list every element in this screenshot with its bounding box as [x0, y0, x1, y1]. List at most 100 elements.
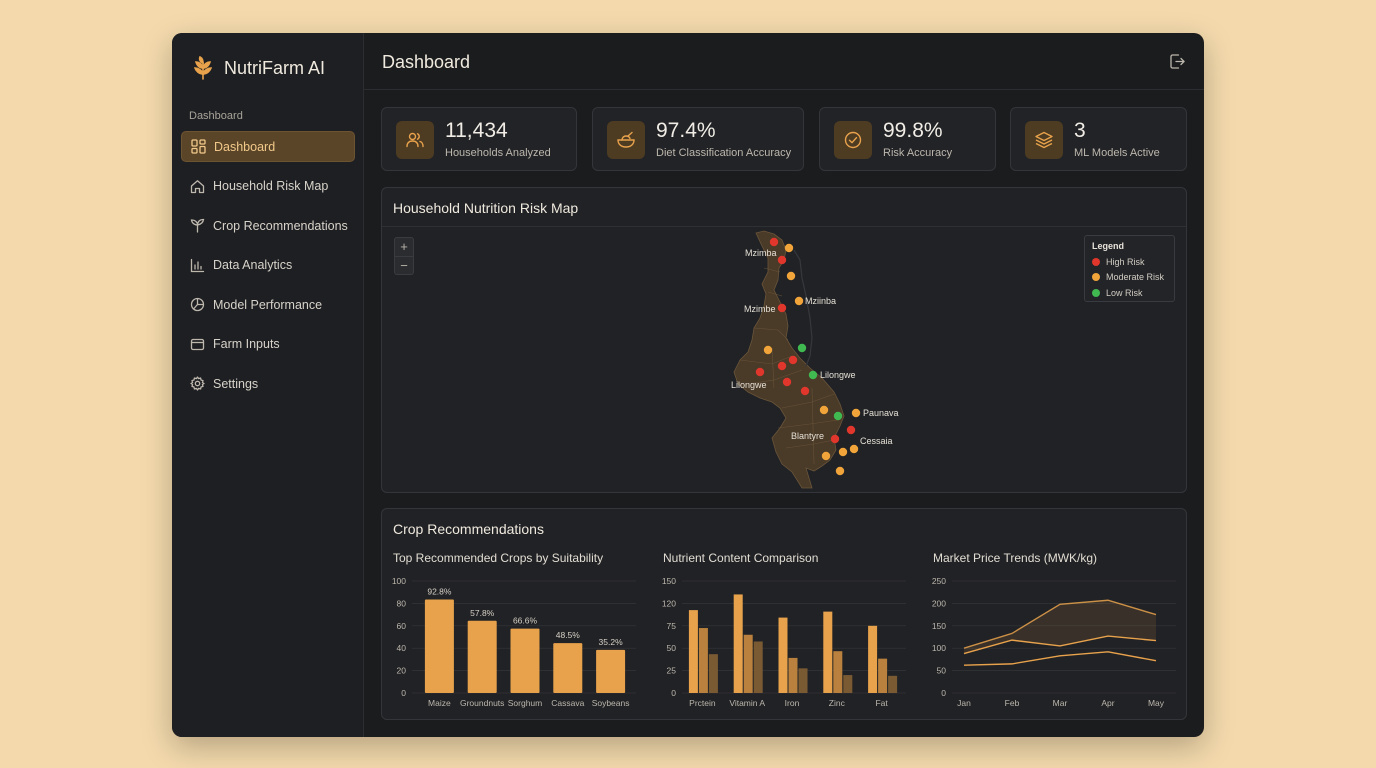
layers-icon — [1035, 131, 1053, 149]
zoom-separator — [395, 256, 413, 257]
city-label: Lilongwe — [731, 380, 767, 390]
city-label: Lilongwe — [820, 370, 856, 380]
bar-zinc-s0 — [823, 611, 833, 693]
x-tick-label: Prctein — [689, 698, 716, 708]
brand[interactable]: NutriFarm AI — [190, 55, 325, 81]
x-tick-label: Jan — [957, 698, 971, 708]
bar-chart-icon — [190, 258, 205, 272]
country-map[interactable]: Mzimba Mziinba Mzimbe Lilongwe Lilongwe … — [382, 188, 1188, 494]
risk-point-high — [788, 355, 798, 365]
stat-label: Diet Classification Accuracy — [656, 147, 792, 159]
x-tick-label: Fat — [875, 698, 888, 708]
risk-point-high — [777, 303, 787, 313]
stat-label: Risk Accuracy — [883, 147, 953, 159]
bar-zinc-s1 — [833, 651, 843, 693]
y-tick-label: 100 — [392, 576, 406, 586]
stat-card-households[interactable]: 11,434 Households Analyzed — [381, 107, 577, 171]
bar-fat-s1 — [878, 658, 888, 693]
y-tick-label: 75 — [667, 621, 677, 631]
risk-point-high — [830, 434, 840, 444]
crop-recommendations-panel: Crop Recommendations Top Recommended Cro… — [381, 508, 1187, 720]
bar-vitamin-a-s0 — [733, 594, 743, 693]
stat-label: ML Models Active — [1074, 147, 1160, 159]
top-bar: Dashboard — [364, 33, 1204, 90]
bar-prctein-s1 — [698, 628, 708, 693]
risk-point-high — [846, 425, 856, 435]
x-tick-label: Sorghum — [508, 698, 543, 708]
bar-fat-s0 — [868, 625, 878, 693]
sidebar-item-data-analytics[interactable]: Data Analytics — [181, 250, 355, 281]
sidebar-item-dashboard[interactable]: Dashboard — [181, 131, 355, 162]
risk-point-moderate — [838, 447, 848, 457]
risk-point-moderate — [786, 271, 796, 281]
bar-maize — [424, 599, 454, 693]
x-tick-label: Zinc — [829, 698, 846, 708]
logout-button[interactable] — [1169, 53, 1186, 75]
sidebar-item-model-performance[interactable]: Model Performance — [181, 289, 355, 320]
x-tick-label: Groundnuts — [460, 698, 504, 708]
city-label: Cessaia — [860, 436, 893, 446]
stat-card-ml-models[interactable]: 3 ML Models Active — [1010, 107, 1187, 171]
risk-point-moderate — [819, 405, 829, 415]
legend-dot-low — [1092, 288, 1100, 297]
stat-card-risk-accuracy[interactable]: 99.8% Risk Accuracy — [819, 107, 996, 171]
sidebar: NutriFarm AI Dashboard Dashboard Househo… — [172, 33, 364, 737]
y-tick-label: 0 — [671, 688, 676, 698]
legend-label: Moderate Risk — [1106, 272, 1165, 283]
y-tick-label: 100 — [932, 643, 946, 653]
risk-point-high — [769, 237, 779, 247]
bowl-icon — [617, 131, 635, 148]
y-tick-label: 0 — [401, 688, 406, 698]
bar-data-label: 35.2% — [599, 637, 624, 647]
y-tick-label: 50 — [667, 643, 677, 653]
legend-label: Low Risk — [1106, 287, 1143, 298]
home-icon — [190, 179, 205, 193]
stat-icon-box — [1025, 121, 1063, 159]
zoom-out-button[interactable]: − — [400, 258, 408, 273]
legend-dot-high — [1092, 257, 1100, 266]
y-tick-label: 0 — [941, 688, 946, 698]
bar-prctein-s0 — [688, 610, 698, 693]
x-tick-label: Maize — [428, 698, 451, 708]
y-tick-label: 250 — [932, 576, 946, 586]
zoom-in-button[interactable]: + — [400, 239, 408, 254]
price-line-1 — [963, 635, 1157, 655]
sidebar-item-label: Dashboard — [214, 139, 276, 154]
risk-point-high — [782, 377, 792, 387]
chart-title-price: Market Price Trends (MWK/kg) — [933, 551, 1098, 565]
y-tick-label: 60 — [397, 621, 407, 631]
price-line-chart: 0 50 100 150 200 250 Jan Feb Mar Apr May — [932, 576, 1176, 708]
stat-value: 3 — [1074, 119, 1086, 142]
bar-prctein-s2 — [708, 654, 718, 693]
risk-point-moderate — [763, 345, 773, 355]
sidebar-item-label: Farm Inputs — [213, 337, 280, 351]
sidebar-item-farm-inputs[interactable]: Farm Inputs — [181, 329, 355, 360]
logout-icon — [1170, 54, 1185, 69]
legend-item-moderate: Moderate Risk — [1092, 270, 1167, 286]
stat-value: 99.8% — [883, 119, 943, 142]
y-tick-label: 20 — [397, 666, 407, 676]
bar-data-label: 48.5% — [556, 630, 581, 640]
stat-label: Households Analyzed — [445, 147, 551, 159]
x-tick-label: Vitamin A — [729, 698, 765, 708]
stat-card-diet-accuracy[interactable]: 97.4% Diet Classification Accuracy — [592, 107, 804, 171]
bar-sorghum — [510, 628, 540, 693]
sidebar-item-crop-recommendations[interactable]: Crop Recommendations — [181, 210, 355, 241]
risk-point-high — [777, 361, 787, 371]
check-circle-icon — [844, 131, 862, 149]
city-label: Mzimbe — [744, 304, 776, 314]
stat-icon-box — [607, 121, 645, 159]
y-tick-label: 50 — [937, 666, 947, 676]
x-tick-label: Apr — [1101, 698, 1114, 708]
y-tick-label: 80 — [397, 598, 407, 608]
map-divider — [382, 226, 1186, 227]
sidebar-item-settings[interactable]: Settings — [181, 368, 355, 399]
risk-points — [755, 237, 861, 476]
bar-fat-s2 — [888, 675, 898, 693]
sidebar-item-label: Data Analytics — [213, 258, 293, 272]
bar-data-label: 92.8% — [427, 586, 452, 596]
zoom-control: + − — [394, 237, 414, 275]
users-icon — [406, 132, 424, 148]
sidebar-item-household-risk-map[interactable]: Household Risk Map — [181, 171, 355, 202]
chart-title-nutrient: Nutrient Content Comparison — [663, 551, 819, 565]
